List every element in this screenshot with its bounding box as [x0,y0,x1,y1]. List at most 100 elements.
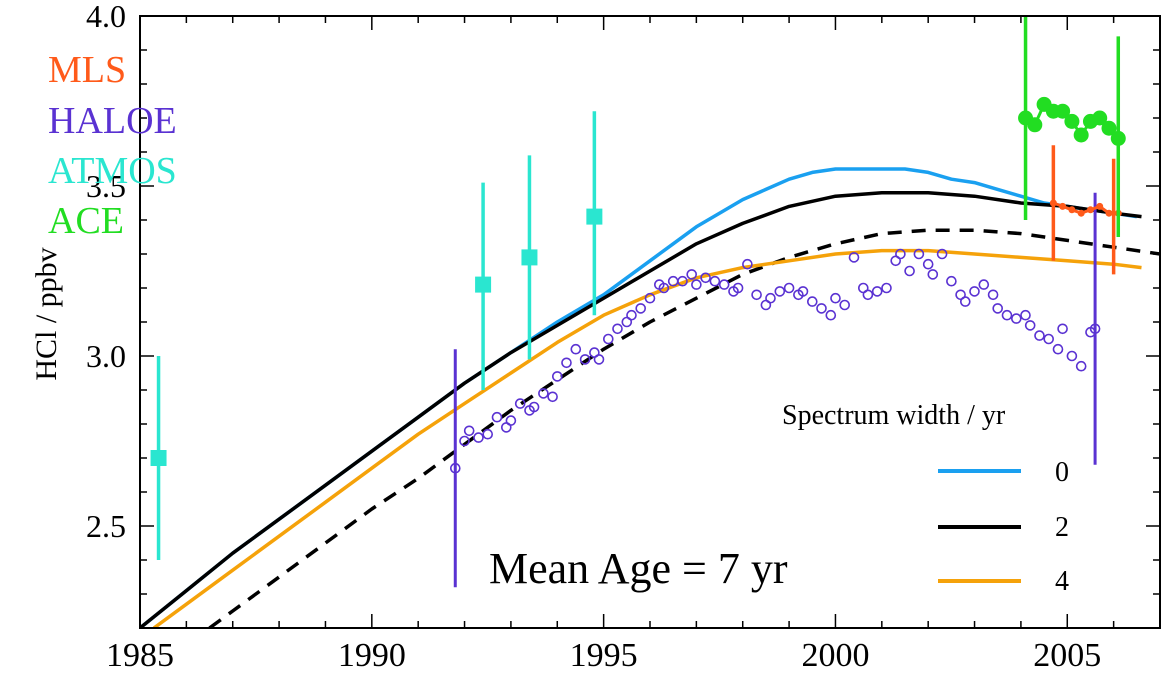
ace-point [1055,103,1071,119]
haloe-point [913,248,925,260]
haloe-point [449,462,461,474]
haloe-point [473,432,484,443]
haloe-point [514,398,526,409]
y-tick-label: 3.5 [86,168,126,204]
haloe-point [825,309,837,321]
legends: MLS HALOE ATMOS ACE Spectrum width / yr … [48,49,1069,597]
ace-point [1064,113,1080,129]
haloe-point [505,415,517,426]
haloe-point [895,248,906,260]
haloe-point [700,272,711,284]
data-layer [140,16,1160,628]
y-axis-label: HCl / ppbv [30,247,63,380]
haloe-point [561,357,572,369]
mls-point [1049,199,1057,207]
haloe-point [1075,360,1087,372]
haloe-point [774,286,786,297]
x-tick-label: 1990 [338,637,406,674]
haloe-point [1052,343,1064,355]
haloe-point [482,428,494,440]
haloe-point [946,275,957,287]
mls-point [1059,202,1067,210]
ace-point [1092,110,1108,126]
haloe-point [491,411,503,423]
haloe-point [709,275,721,287]
y-tick-label: 3.0 [86,338,126,374]
spectrum-legend-label-2: 2 [1055,512,1069,543]
haloe-point [528,401,540,413]
legend-haloe: HALOE [48,100,177,142]
haloe-point [593,354,605,365]
haloe-point [667,275,679,287]
haloe-point [987,289,999,301]
haloe-point [1034,330,1045,341]
ace-point [1110,130,1126,146]
mls-point [1077,209,1085,217]
haloe-point [1057,323,1068,335]
haloe-point [677,275,688,287]
haloe-point [1001,309,1013,321]
haloe-point [904,265,915,277]
spectrum-legend-label-0: 0 [1055,457,1069,488]
ace-point [1073,127,1089,143]
spectrum-legend-title: Spectrum width / yr [782,400,1006,431]
haloe-point [881,282,892,294]
haloe-point [806,296,818,307]
haloe-point [644,292,656,304]
mls-point [1096,202,1104,210]
haloe-point [959,296,971,307]
haloe-point [612,323,623,335]
haloe-point [816,303,827,314]
atmos-point [586,208,603,225]
haloe-point [871,286,883,297]
haloe-point [463,425,475,437]
haloe-point [602,333,614,345]
atmos-point [521,249,538,266]
atmos-point [475,276,492,293]
haloe-point [1089,323,1101,335]
haloe-point [538,388,549,399]
haloe-point [751,289,762,301]
series-line-4 [152,248,1142,628]
haloe-point [570,343,582,355]
haloe-point [978,279,990,290]
haloe-point [1043,333,1054,345]
haloe-point [848,252,860,263]
x-tick-label: 1985 [106,637,174,674]
haloe-point [797,286,809,297]
axes: 1985 1990 1995 2000 2005 2.5 3.0 3.5 4.0 [86,0,1161,674]
haloe-point [1066,350,1078,362]
haloe-point [862,289,874,301]
legend-atmos: ATMOS [48,150,177,192]
haloe-point [927,269,939,280]
haloe-point [1020,309,1031,321]
mls-point [1105,209,1113,217]
haloe-point [969,286,980,297]
ace-point [1101,120,1117,136]
legend-ace: ACE [48,200,124,242]
mls-point [1086,206,1094,214]
mean-age-annotation: Mean Age = 7 yr [489,544,788,593]
haloe-point [658,282,670,294]
haloe-point [765,292,776,304]
series-line-2 [140,191,1142,628]
haloe-point [579,354,591,365]
x-tick-label: 2000 [801,637,869,674]
haloe-point [686,269,698,280]
atmos-point [150,450,167,466]
haloe-point [1010,313,1022,324]
y-tick-label: 2.5 [86,508,126,544]
haloe-point [691,279,702,290]
haloe-point [992,303,1004,314]
haloe-point [635,303,647,314]
haloe-point [732,282,744,294]
haloe-point [1024,320,1036,331]
haloe-point [922,258,934,270]
x-tick-label: 2005 [1033,637,1101,674]
haloe-point [839,299,851,311]
haloe-point [551,371,563,382]
y-tick-label: 4.0 [86,0,126,34]
haloe-point [936,248,948,260]
haloe-point [830,292,841,304]
